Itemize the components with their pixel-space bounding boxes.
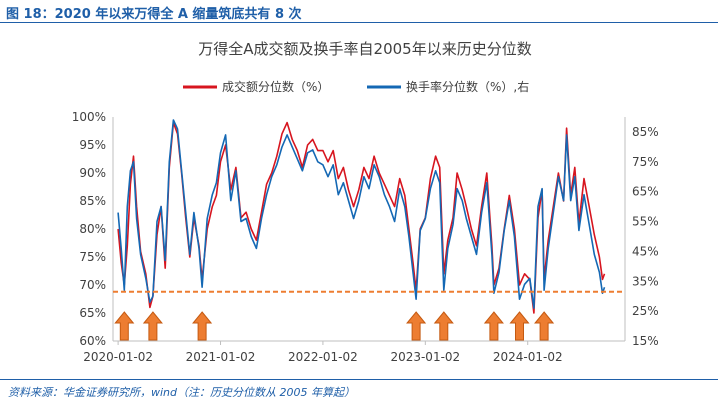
arrow-up-icon: [509, 311, 530, 341]
x-tick-label: 2022-01-02: [288, 350, 358, 364]
y-right-tick-label: 25%: [632, 304, 659, 318]
y-left-tick-label: 70%: [79, 278, 106, 292]
bottom-divider: [0, 379, 718, 380]
y-left-tick-label: 95%: [79, 138, 106, 152]
x-tick-label: 2020-01-02: [83, 350, 153, 364]
arrow-up-icon: [406, 311, 427, 341]
y-right-tick-label: 75%: [632, 155, 659, 169]
right-axis-ticks: 15% 25% 35% 45% 55% 65% 75% 85%: [632, 125, 659, 348]
arrow-up-icon: [483, 311, 504, 341]
y-left-tick-label: 80%: [79, 222, 106, 236]
x-axis-ticks: 2020-01-02 2021-01-02 2022-01-02 2023-01-02…: [83, 341, 563, 364]
arrow-up-icon: [114, 311, 135, 341]
bottom-arrows: [114, 311, 555, 341]
source-note: 资料来源：华金证券研究所，wind（注：历史分位数从 2005 年算起）: [8, 386, 355, 399]
figure-caption: 图 18：2020 年以来万得全 A 缩量筑底共有 8 次: [6, 7, 302, 22]
series-lines: [117, 119, 606, 314]
arrow-up-icon: [142, 311, 163, 341]
arrow-up-icon: [192, 311, 213, 341]
y-left-tick-label: 85%: [79, 194, 106, 208]
y-right-tick-label: 35%: [632, 274, 659, 288]
y-left-tick-label: 65%: [79, 306, 106, 320]
left-axis-ticks: 60% 65% 70% 75% 80% 85% 90% 95% 100%: [72, 110, 106, 348]
x-tick-label: 2023-01-02: [390, 350, 460, 364]
y-right-tick-label: 15%: [632, 334, 659, 348]
legend-red-label: 成交额分位数（%）: [222, 79, 329, 94]
y-right-tick-label: 45%: [632, 244, 659, 258]
top-divider: [0, 22, 718, 23]
y-right-tick-label: 55%: [632, 215, 659, 229]
y-left-tick-label: 100%: [72, 110, 106, 124]
y-left-tick-label: 75%: [79, 250, 106, 264]
legend: 成交额分位数（%） 换手率分位数（%）,右: [183, 79, 529, 94]
turnover-rate-line: [117, 119, 606, 309]
chart-title: 万得全A成交额及换手率自2005年以来历史分位数: [198, 40, 531, 58]
legend-blue-label: 换手率分位数（%）,右: [406, 79, 529, 94]
y-left-tick-label: 60%: [79, 334, 106, 348]
arrow-up-icon: [433, 311, 454, 341]
y-right-tick-label: 65%: [632, 185, 659, 199]
turnover-amount-line: [117, 121, 606, 314]
x-tick-label: 2024-01-02: [493, 350, 563, 364]
x-tick-label: 2021-01-02: [186, 350, 256, 364]
y-right-tick-label: 85%: [632, 125, 659, 139]
arrow-up-icon: [534, 311, 555, 341]
y-left-tick-label: 90%: [79, 166, 106, 180]
